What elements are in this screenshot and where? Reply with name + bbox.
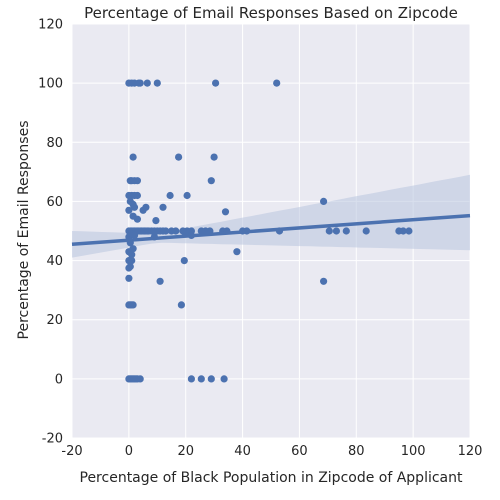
y-tick-label: 80 xyxy=(46,136,63,151)
x-tick-labels: -20 0 20 40 60 80 100 120 xyxy=(61,444,482,459)
y-tick-label: 120 xyxy=(38,18,63,33)
data-point xyxy=(320,197,328,205)
x-tick-label: 100 xyxy=(401,444,426,459)
data-point xyxy=(162,227,170,235)
data-point xyxy=(220,375,228,383)
data-point xyxy=(133,191,141,200)
data-point xyxy=(183,191,191,200)
data-point xyxy=(172,227,180,235)
x-tick-label: 20 xyxy=(177,444,194,459)
data-point xyxy=(233,248,241,256)
data-point xyxy=(129,153,137,161)
data-point xyxy=(177,301,185,309)
data-point xyxy=(152,217,160,225)
x-tick-label: 80 xyxy=(348,444,365,459)
data-point xyxy=(129,301,137,309)
data-point xyxy=(125,206,133,214)
regression-line xyxy=(71,213,471,247)
x-tick-label: 120 xyxy=(458,444,483,459)
y-tick-label: 60 xyxy=(46,195,63,210)
x-axis-label: Percentage of Black Population in Zipcod… xyxy=(80,470,464,486)
data-point xyxy=(197,375,205,383)
data-point xyxy=(130,231,139,239)
data-point xyxy=(207,177,215,185)
data-point xyxy=(136,79,144,87)
data-point xyxy=(325,227,333,235)
y-tick-labels: -20 0 20 40 60 80 100 120 xyxy=(38,18,63,447)
grid-lines xyxy=(71,23,471,439)
data-point xyxy=(128,251,136,259)
data-point xyxy=(143,79,151,87)
data-point xyxy=(180,257,188,265)
data-point xyxy=(187,375,195,383)
data-point xyxy=(153,79,161,87)
data-point xyxy=(136,375,144,383)
data-point xyxy=(332,227,340,235)
data-point xyxy=(166,191,174,200)
y-tick-label: 20 xyxy=(46,313,63,328)
data-point xyxy=(273,79,281,87)
x-tick-label: 60 xyxy=(291,444,308,459)
data-point xyxy=(139,206,147,214)
chart-title: Percentage of Email Responses Based on Z… xyxy=(84,4,458,22)
y-tick-label: 40 xyxy=(46,254,63,269)
data-point xyxy=(156,277,164,285)
y-tick-label: 100 xyxy=(38,77,63,92)
data-point xyxy=(362,227,370,235)
data-point xyxy=(320,277,328,285)
data-point xyxy=(126,262,134,271)
data-point xyxy=(212,79,220,87)
data-point xyxy=(207,375,215,383)
data-point xyxy=(221,208,230,216)
data-point xyxy=(125,274,133,282)
data-point xyxy=(130,203,139,211)
data-point xyxy=(399,227,407,235)
data-point xyxy=(210,153,218,161)
data-point xyxy=(175,153,183,161)
data-point xyxy=(133,215,141,223)
data-point xyxy=(405,227,413,235)
data-point xyxy=(133,177,141,185)
y-tick-label: -20 xyxy=(42,432,63,447)
data-point xyxy=(128,257,136,265)
data-point xyxy=(342,227,350,235)
regression-line-group xyxy=(71,213,471,247)
x-tick-label: 40 xyxy=(234,444,251,459)
x-tick-label: -20 xyxy=(61,444,82,459)
data-point xyxy=(159,203,167,211)
y-tick-label: 0 xyxy=(55,372,63,387)
y-axis-label: Percentage of Email Responses xyxy=(16,121,32,340)
x-tick-label: 0 xyxy=(125,444,133,459)
